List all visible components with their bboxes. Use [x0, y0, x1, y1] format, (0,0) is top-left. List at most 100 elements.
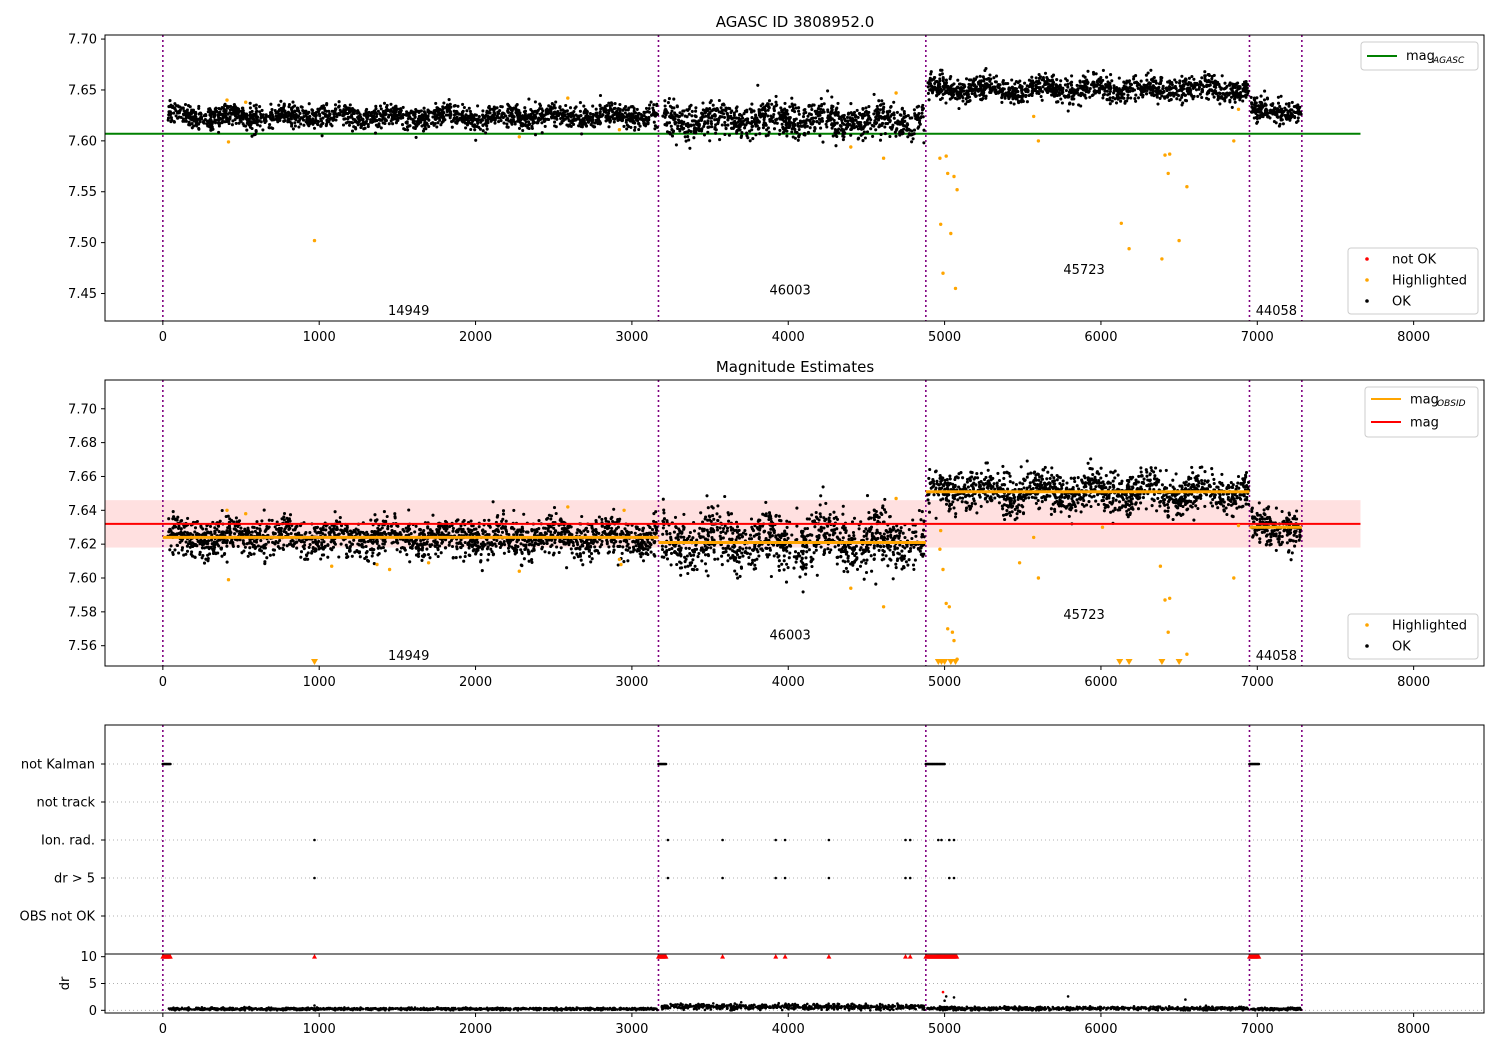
panel1-ok-point	[314, 118, 317, 121]
panel1-ok-point	[291, 110, 294, 113]
panel1-ok-point	[237, 109, 240, 112]
panel1-ok-point	[1139, 88, 1142, 91]
panel1-ok-point	[904, 115, 907, 118]
panel1-ok-point	[424, 127, 427, 130]
panel1-ok-point	[1000, 101, 1003, 104]
panel1-ok-point	[648, 107, 651, 110]
panel1-ok-point	[886, 112, 889, 115]
panel1-ok-point	[982, 90, 985, 93]
panel1-ok-point	[1173, 78, 1176, 81]
panel1-ok-point	[958, 83, 961, 86]
panel1-ok-point	[635, 115, 638, 118]
panel1-ok-point	[862, 127, 865, 130]
panel1-ok-point	[961, 90, 964, 93]
panel1-ok-point	[866, 121, 869, 124]
panel1-ok-point	[902, 128, 905, 131]
panel1-ok-point	[972, 80, 975, 83]
panel1-ok-point	[934, 80, 937, 83]
panel1-ok-point	[282, 120, 285, 123]
panel1-ok-point	[849, 134, 852, 137]
panel1-ok-point	[903, 110, 906, 113]
panel1-ok-point	[540, 121, 543, 124]
panel1-ok-point	[359, 113, 362, 116]
panel2-ok-point	[505, 520, 508, 523]
panel1-ok-point	[1199, 93, 1202, 96]
panel1-highlighted-point	[1167, 172, 1170, 175]
panel1-ok-point	[973, 92, 976, 95]
panel1-ok-point	[880, 133, 883, 136]
panel1-ok-point	[1122, 92, 1125, 95]
panel1-ok-point	[879, 108, 882, 111]
panel1-ok-point	[906, 123, 909, 126]
panel1-ok-point	[214, 109, 217, 112]
panel1-ok-point	[1115, 86, 1118, 89]
panel1-highlighted-point	[849, 145, 852, 148]
panel1-ok-point	[668, 97, 671, 100]
panel1-ok-point	[1222, 92, 1225, 95]
panel2-ok-point	[479, 559, 482, 562]
panel1-ok-point	[443, 118, 446, 121]
panel1-ok-point	[1065, 89, 1068, 92]
panel1-ok-point	[1079, 104, 1082, 107]
panel1-ok-point	[251, 110, 254, 113]
panel1-ok-point	[1205, 97, 1208, 100]
panel1-ok-point	[675, 143, 678, 146]
panel2-ok-point	[591, 557, 594, 560]
panel1-ok-point	[493, 112, 496, 115]
panel1-ok-point	[1263, 98, 1266, 101]
panel1-ok-point	[1190, 75, 1193, 78]
panel1-ok-point	[794, 130, 797, 133]
panel1-ok-point	[1042, 76, 1045, 79]
panel1-ok-point	[1072, 103, 1075, 106]
panel1-ok-point	[234, 113, 237, 116]
panel1-ok-point	[733, 120, 736, 123]
panel2-ok-point	[582, 551, 585, 554]
panel1-ok-point	[861, 113, 864, 116]
panel1-ok-point	[922, 141, 925, 144]
panel1-ok-point	[782, 131, 785, 134]
panel1-ok-point	[651, 106, 654, 109]
panel1-ok-point	[762, 107, 765, 110]
panel1-ok-point	[253, 113, 256, 116]
panel1-ok-point	[797, 135, 800, 138]
panel1-highlighted-point	[1127, 247, 1130, 250]
panel1-ok-point	[445, 113, 448, 116]
panel1-ok-point	[346, 121, 349, 124]
panel1-ok-point	[650, 114, 653, 117]
panel1-ok-point	[1253, 98, 1256, 101]
panel1-ok-point	[450, 120, 453, 123]
panel1-ok-point	[723, 133, 726, 136]
panel1-ok-point	[1059, 97, 1062, 100]
panel1-ok-point	[802, 112, 805, 115]
panel1-legend-sub: AGASC	[1432, 56, 1465, 66]
panel1-ok-point	[757, 127, 760, 130]
panel1-ok-point	[678, 115, 681, 118]
panel1-ok-point	[1013, 82, 1016, 85]
panel1-ok-point	[1276, 109, 1279, 112]
panel1-legend-marker	[1365, 299, 1369, 303]
panel2-ok-point	[168, 548, 171, 551]
panel1-ok-point	[724, 127, 727, 130]
panel1-ok-point	[618, 103, 621, 106]
panel1-ok-point	[835, 107, 838, 110]
panel1-ok-point	[1124, 81, 1127, 84]
panel1-ok-point	[1002, 92, 1005, 95]
panel1-ok-point	[940, 69, 943, 72]
panel1-ok-point	[778, 129, 781, 132]
panel1-ok-point	[912, 137, 915, 140]
panel1-legend-label: mag	[1406, 49, 1435, 64]
panel1-ok-point	[311, 123, 314, 126]
panel1-ok-point	[391, 122, 394, 125]
panel2-ok-point	[390, 525, 393, 528]
panel1-ok-point	[878, 124, 881, 127]
panel1-ok-point	[290, 122, 293, 125]
panel1-ok-point	[497, 116, 500, 119]
panel1-ok-point	[549, 105, 552, 108]
panel1-ok-point	[1112, 86, 1115, 89]
panel1-ok-point	[766, 114, 769, 117]
panel1-legend-point-label: Highlighted	[1392, 274, 1467, 289]
panel1-ok-point	[470, 113, 473, 116]
panel2-ok-point	[519, 542, 522, 545]
panel1-ok-point	[1107, 87, 1110, 90]
